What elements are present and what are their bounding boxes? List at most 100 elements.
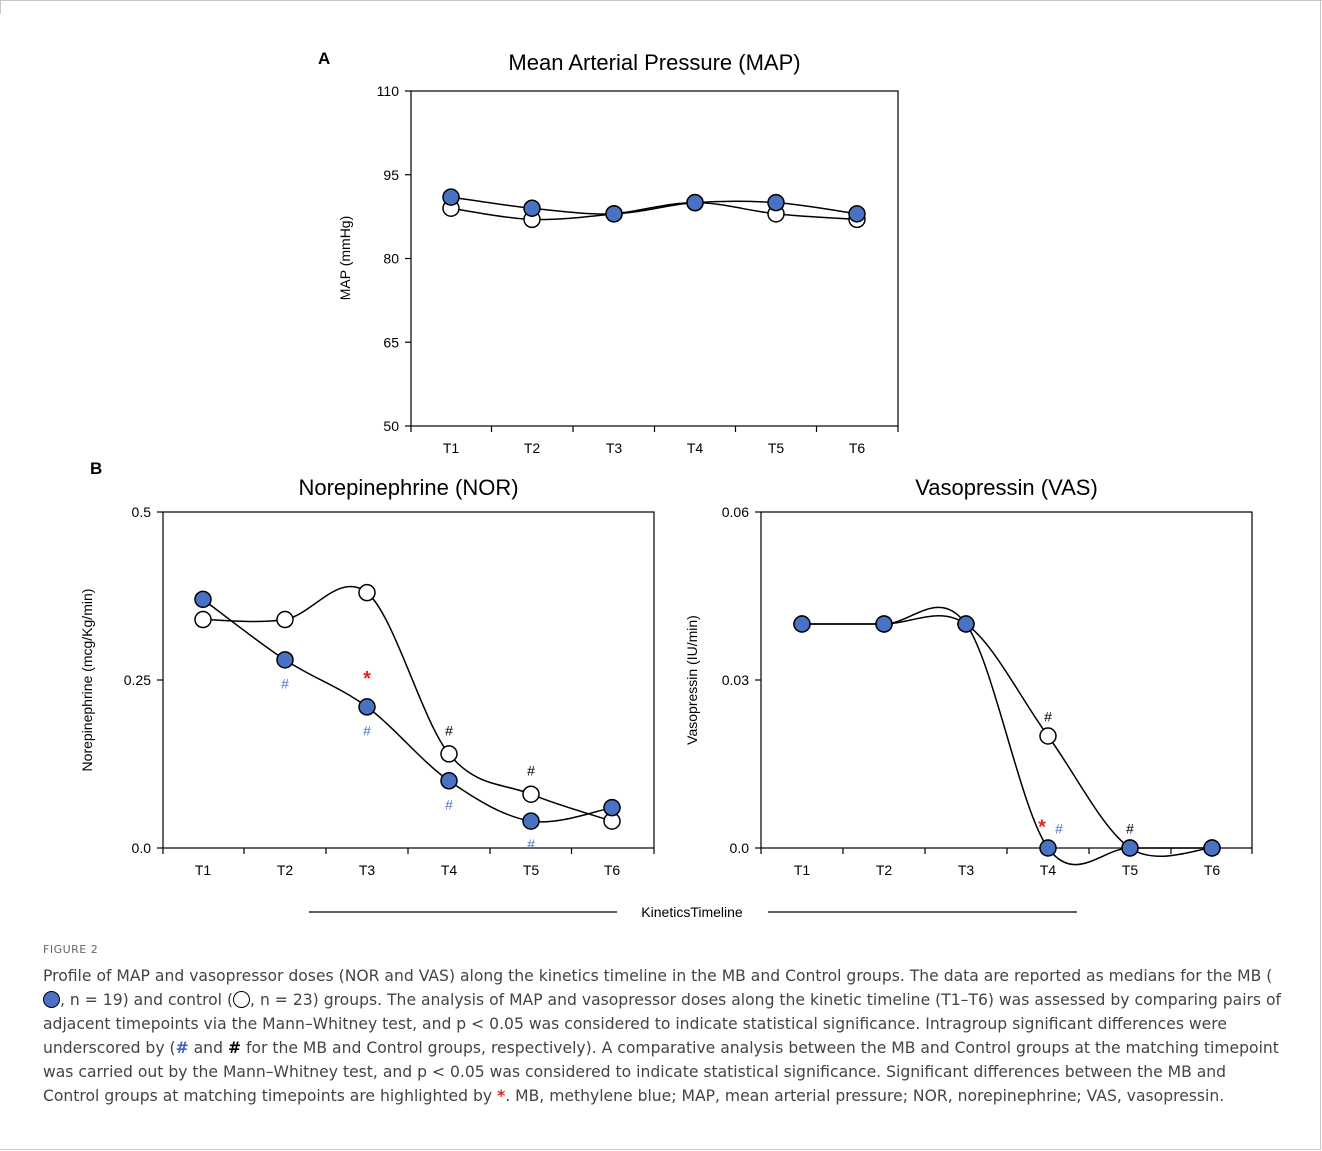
nor-x-tick-label: T3	[359, 862, 376, 878]
vas-significance-star: *	[1038, 816, 1046, 838]
mb-hash-symbol: #	[175, 1039, 189, 1057]
vas-mb-point	[957, 615, 975, 633]
figure-frame-top	[0, 0, 1322, 1]
vas-x-tick-label: T6	[1204, 862, 1221, 878]
panel-b-label: B	[90, 459, 102, 478]
norepinephrine-chart: Norepinephrine (NOR) Norepinephrine (mcg/…	[79, 475, 655, 878]
vas-mb-point	[1203, 839, 1221, 857]
nor-significance-star: *	[363, 668, 371, 690]
vas-x-tick-label: T1	[794, 862, 811, 878]
figure-frame-left	[0, 0, 1, 14]
map-mb-line	[450, 196, 858, 215]
map-mb-point	[686, 193, 704, 212]
map-y-tick-label: 80	[383, 251, 399, 267]
control-hash-symbol: #	[227, 1039, 242, 1057]
vas-y-tick-label: 0.06	[722, 504, 749, 520]
vas-title: Vasopressin (VAS)	[915, 475, 1098, 500]
map-x-tick-label: T3	[606, 440, 623, 456]
map-y-tick-label: 110	[377, 83, 400, 99]
vas-y-tick-label: 0.03	[722, 672, 749, 688]
nor-control-point	[276, 610, 294, 629]
map-mb-point	[848, 205, 866, 223]
nor-mb-point	[603, 798, 621, 817]
vasopressin-chart: Vasopressin (VAS) Vasopressin (IU/min) 0.0…	[684, 475, 1253, 878]
caption-text-1: Profile of MAP and vasopressor doses (NO…	[43, 967, 1273, 985]
vas-significance-hash: #	[1126, 820, 1134, 836]
vas-x-tick-label: T2	[876, 862, 893, 878]
nor-significance-hash: #	[445, 722, 453, 738]
vas-mb-line	[801, 606, 1212, 866]
nor-control-line	[202, 585, 613, 822]
caption-and: and	[188, 1039, 228, 1057]
vas-mb-point	[875, 615, 893, 633]
vas-x-tick-label: T5	[1122, 862, 1139, 878]
map-title: Mean Arterial Pressure (MAP)	[508, 50, 800, 75]
mb-marker-icon	[43, 991, 60, 1008]
map-mb-point	[523, 199, 541, 217]
nor-significance-hash: #	[363, 722, 371, 738]
vas-plot-frame	[760, 511, 1253, 849]
nor-y-tick-label: 0.25	[124, 672, 151, 688]
nor-significance-hash: #	[527, 763, 535, 779]
nor-significance-hash: #	[527, 836, 535, 852]
vas-x-tick-label: T4	[1040, 862, 1057, 878]
vas-control-point	[1039, 727, 1057, 745]
map-chart: Mean Arterial Pressure (MAP) MAP (mmHg) 50…	[337, 50, 899, 456]
nor-control-point	[358, 583, 376, 602]
nor-significance-hash: #	[445, 796, 453, 812]
map-x-tick-label: T2	[524, 440, 541, 456]
nor-x-tick-label: T2	[277, 862, 294, 878]
map-mb-point	[767, 193, 785, 212]
map-x-tick-label: T6	[849, 440, 866, 456]
nor-mb-point	[276, 651, 294, 669]
vas-y-tick-label: 0.0	[730, 840, 750, 856]
figure-caption: Profile of MAP and vasopressor doses (NO…	[43, 964, 1283, 1108]
map-x-tick-label: T5	[768, 440, 785, 456]
nor-x-tick-label: T1	[195, 862, 212, 878]
vas-significance-hash: #	[1055, 820, 1063, 836]
map-y-tick-label: 65	[383, 334, 399, 350]
nor-y-axis-label: Norepinephrine (mcg/Kg/min)	[79, 589, 95, 772]
nor-control-point	[440, 745, 458, 763]
map-mb-point	[605, 205, 623, 223]
map-x-tick-label: T1	[443, 440, 460, 456]
nor-significance-hash: #	[281, 675, 289, 691]
map-mb-point	[442, 188, 460, 206]
caption-text-2: for the MB and Control groups, respectiv…	[43, 1039, 1279, 1105]
figure-label: FIGURE 2	[43, 943, 99, 956]
map-y-tick-label: 95	[383, 167, 399, 183]
nor-control-point	[522, 785, 540, 803]
map-plot-frame	[410, 90, 899, 427]
nor-x-tick-label: T4	[441, 862, 458, 878]
caption-n-control: , n = 23) groups. The analysis of MAP an…	[43, 991, 1282, 1057]
nor-mb-point	[194, 590, 212, 609]
vas-y-axis-label: Vasopressin (IU/min)	[684, 615, 700, 745]
map-y-axis-label: MAP (mmHg)	[337, 216, 353, 301]
vas-mb-point	[793, 615, 811, 633]
map-y-tick-label: 50	[383, 418, 399, 434]
control-marker-icon	[233, 991, 251, 1008]
vas-x-tick-label: T3	[958, 862, 975, 878]
vas-significance-hash: #	[1044, 708, 1052, 724]
nor-y-tick-label: 0.0	[132, 840, 152, 856]
timeline-label: KineticsTimeline	[641, 904, 743, 920]
nor-x-tick-label: T6	[604, 862, 621, 878]
caption-n-mb: , n = 19) and control (	[60, 991, 234, 1009]
map-x-tick-label: T4	[687, 440, 704, 456]
significance-star-symbol: *	[497, 1087, 506, 1105]
nor-mb-line	[202, 598, 613, 823]
nor-mb-point	[358, 698, 376, 716]
figure-panels: A B Mean Arterial Pressure (MAP) MAP (mmH…	[79, 49, 1253, 920]
nor-plot-frame	[162, 511, 655, 849]
vas-mb-point	[1121, 839, 1139, 857]
panel-a-label: A	[318, 49, 330, 68]
nor-mb-point	[522, 812, 540, 830]
nor-x-tick-label: T5	[523, 862, 540, 878]
nor-mb-point	[440, 772, 458, 790]
caption-text-3: . MB, methylene blue; MAP, mean arterial…	[505, 1087, 1225, 1105]
nor-title: Norepinephrine (NOR)	[298, 475, 518, 500]
nor-control-point	[194, 610, 212, 629]
vas-mb-point	[1039, 839, 1057, 857]
nor-y-tick-label: 0.5	[132, 504, 152, 520]
